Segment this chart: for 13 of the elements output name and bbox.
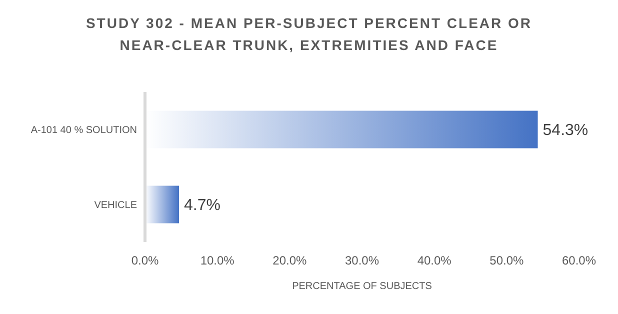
x-tick-label: 10.0% <box>200 253 235 268</box>
data-label: 54.3% <box>542 122 588 140</box>
x-axis-title: PERCENTAGE OF SUBJECTS <box>292 281 432 292</box>
y-tick-label: A-101 40 % SOLUTION <box>30 125 137 136</box>
x-tick-label: 0.0% <box>131 253 159 268</box>
y-tick-label: VEHICLE <box>94 200 138 211</box>
x-tick-label: 30.0% <box>344 253 380 268</box>
x-tick-label: 50.0% <box>490 253 524 268</box>
x-tick-label: 40.0% <box>417 253 452 268</box>
data-label: 4.7% <box>184 197 220 214</box>
x-tick-label: 60.0% <box>562 253 596 268</box>
x-tick-label: 20.0% <box>272 253 308 268</box>
chart-title: STUDY 302 - MEAN PER-SUBJECT PERCENT CLEAR OR NEAR-CLEAR TRUNK, EXTREMITIES AND FACE <box>86 15 532 53</box>
